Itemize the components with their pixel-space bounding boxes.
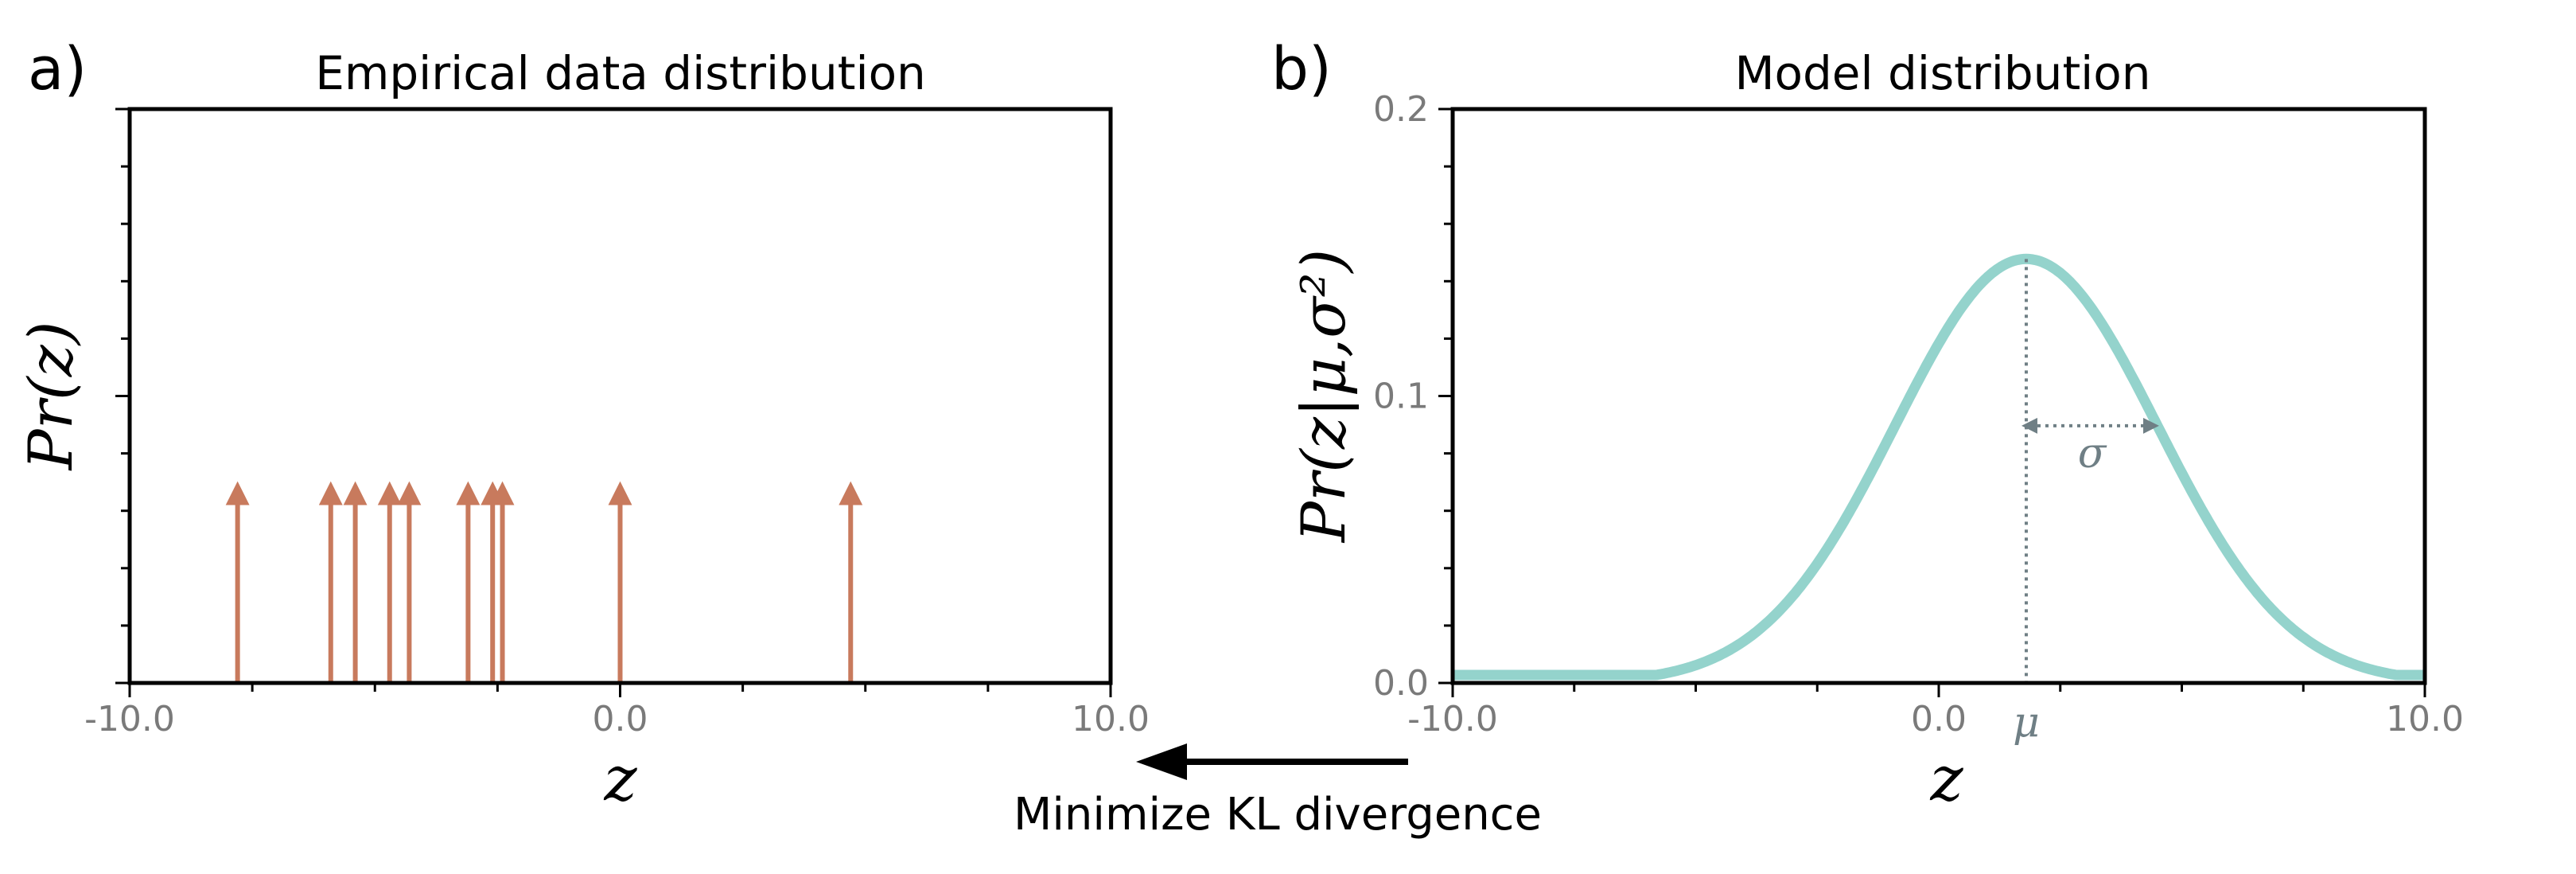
panel-b-xtick-label: -10.0 [1407,699,1498,739]
panel-b-xlabel: z [1929,743,1963,815]
panel-a-xlabel: z [603,743,637,815]
panel-a: a) Empirical data distribution -10.0 0.0 1… [15,35,1150,815]
panel-b-xtick-labels: -10.0 0.0 10.0 [1407,699,2464,739]
sigma-label: σ [2078,430,2107,478]
panel-b-ytick-label: 0.2 [1373,89,1429,130]
kl-annotation: Minimize KL divergence [1014,743,1542,841]
panel-a-ylabel: Pr(z) [15,322,86,472]
panel-a-frame [127,107,1113,685]
panel-b-ytick-label: 0.1 [1373,377,1429,417]
kl-arrow-head [1136,743,1187,780]
panel-a-stems [225,481,863,683]
panel-b-xtick-label: 10.0 [2386,699,2464,739]
kl-caption: Minimize KL divergence [1014,789,1542,841]
panel-a-title: Empirical data distribution [315,46,926,100]
panel-b-ylabel: Pr(z|μ,σ²) [1288,249,1359,544]
panel-b: b) Model distribution σμ -10.0 0.0 10.0 0.… [1271,35,2464,815]
panel-b-ytick-label: 0.0 [1373,663,1429,704]
panel-a-xtick-labels: -10.0 0.0 10.0 [84,699,1150,739]
mu-label: μ [2013,699,2040,747]
panel-b-ytick-labels: 0.0 0.1 0.2 [1373,89,1429,704]
panel-a-ticks [115,107,1112,697]
panel-b-letter: b) [1271,35,1332,103]
panel-a-letter: a) [28,35,87,103]
panel-a-xtick-label: 0.0 [593,699,648,739]
panel-a-xtick-label: 10.0 [1072,699,1150,739]
gaussian-curve [1449,253,2428,681]
panel-a-xtick-label: -10.0 [84,699,175,739]
panel-b-xtick-label: 0.0 [1911,699,1967,739]
panel-b-frame [1450,107,2427,685]
panel-b-title: Model distribution [1734,46,2150,100]
panel-b-curve [1449,253,2428,681]
panel-b-annotations: σμ [2013,259,2159,747]
